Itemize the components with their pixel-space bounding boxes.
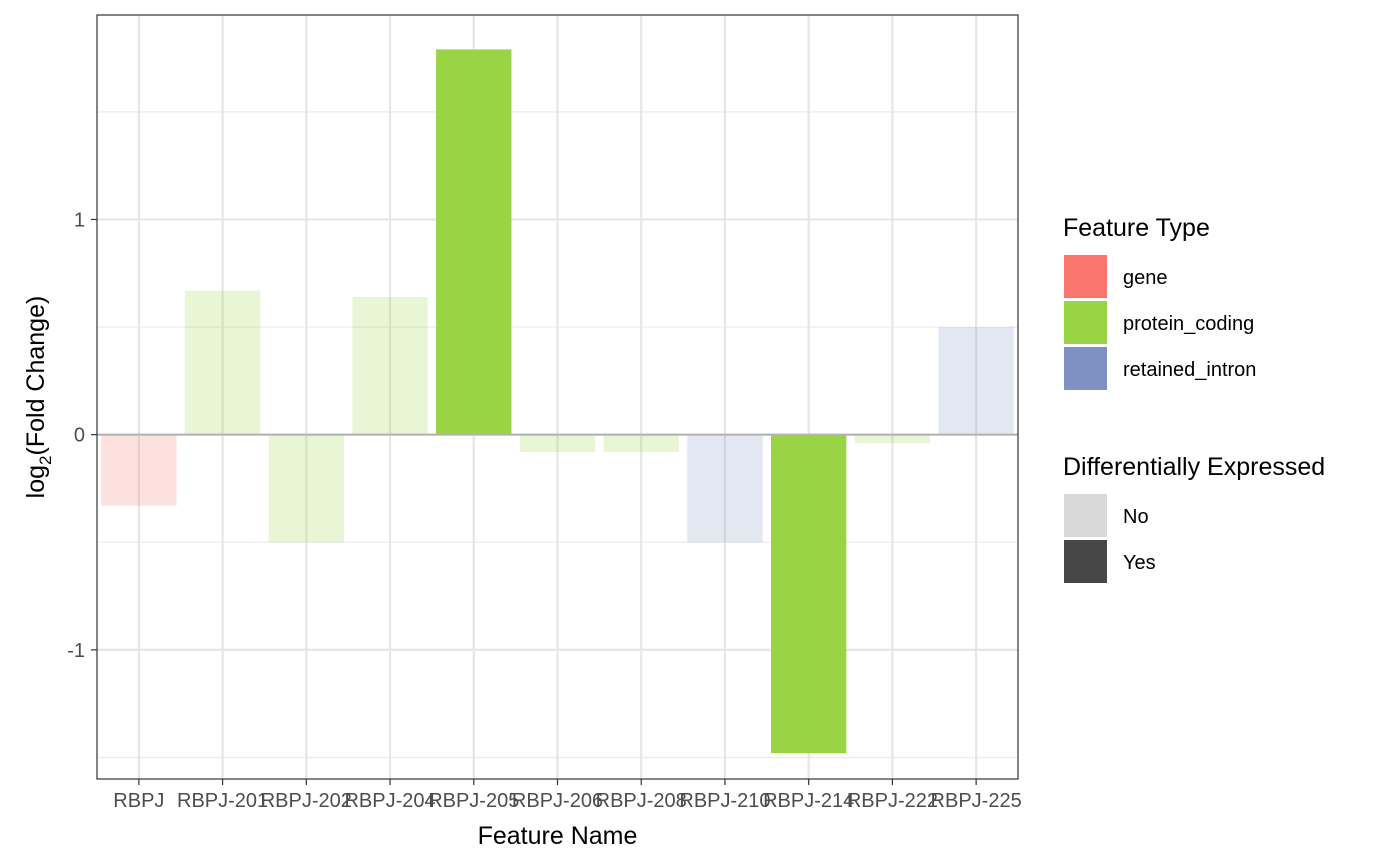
legend-label: Yes [1123, 552, 1156, 574]
x-tick-label: RBPJ-206 [512, 790, 603, 812]
x-tick-label: RBPJ-202 [261, 790, 352, 812]
bar-rbpj [101, 434, 177, 506]
legend-label: protein_coding [1123, 313, 1254, 335]
y-tick-label: 1 [74, 209, 85, 231]
y-axis-title-body: (Fold Change) [22, 296, 50, 456]
legend-key [1064, 255, 1107, 298]
y-axis-title-subscript: 2 [36, 455, 55, 464]
legend-label: retained_intron [1123, 359, 1256, 381]
bar-rbpj-205 [436, 49, 512, 435]
legends: Feature Type gene protein_coding retained_i… [1063, 214, 1325, 583]
x-tick-label: RBPJ-201 [177, 790, 268, 812]
x-tick-label: RBPJ-222 [847, 790, 938, 812]
x-tick-label: RBPJ [113, 790, 164, 812]
y-tick-label: -1 [67, 640, 85, 662]
y-axis: -1 0 1 [67, 209, 97, 662]
y-axis-title: log2(Fold Change) [22, 296, 55, 499]
bar-rbpj-225 [938, 327, 1014, 435]
major-gridlines [97, 15, 1018, 779]
x-tick-label: RBPJ-208 [596, 790, 687, 812]
legend-key [1064, 347, 1107, 390]
legend-key [1064, 301, 1107, 344]
legend-label: No [1123, 506, 1149, 528]
legend-key [1064, 494, 1107, 537]
x-axis-title: Feature Name [478, 822, 638, 850]
x-tick-label: RBPJ-210 [679, 790, 770, 812]
bar-rbpj-206 [519, 434, 596, 452]
x-tick-label: RBPJ-204 [344, 790, 435, 812]
bar-rbpj-202 [268, 434, 344, 543]
x-axis: RBPJ RBPJ-201RBPJ-202RBPJ-204RBPJ-205RBPJ… [113, 779, 1022, 812]
bar-rbpj-222 [854, 434, 931, 444]
bar-rbpj-208 [603, 434, 679, 452]
y-tick-label: 0 [74, 425, 85, 447]
bar-rbpj-201 [184, 290, 261, 435]
bar-rbpj-204 [352, 296, 428, 435]
y-axis-title-log: log [22, 465, 50, 498]
legend-key [1064, 540, 1107, 583]
bar-rbpj-210 [687, 434, 763, 543]
bars [101, 49, 1014, 754]
x-tick-label: RBPJ-214 [763, 790, 854, 812]
x-tick-label: RBPJ-225 [931, 790, 1022, 812]
x-tick-label: RBPJ-205 [428, 790, 519, 812]
bar-rbpj-214 [771, 434, 847, 754]
legend-title: Feature Type [1063, 214, 1210, 242]
legend-label: gene [1123, 267, 1168, 289]
legend-title: Differentially Expressed [1063, 453, 1325, 481]
